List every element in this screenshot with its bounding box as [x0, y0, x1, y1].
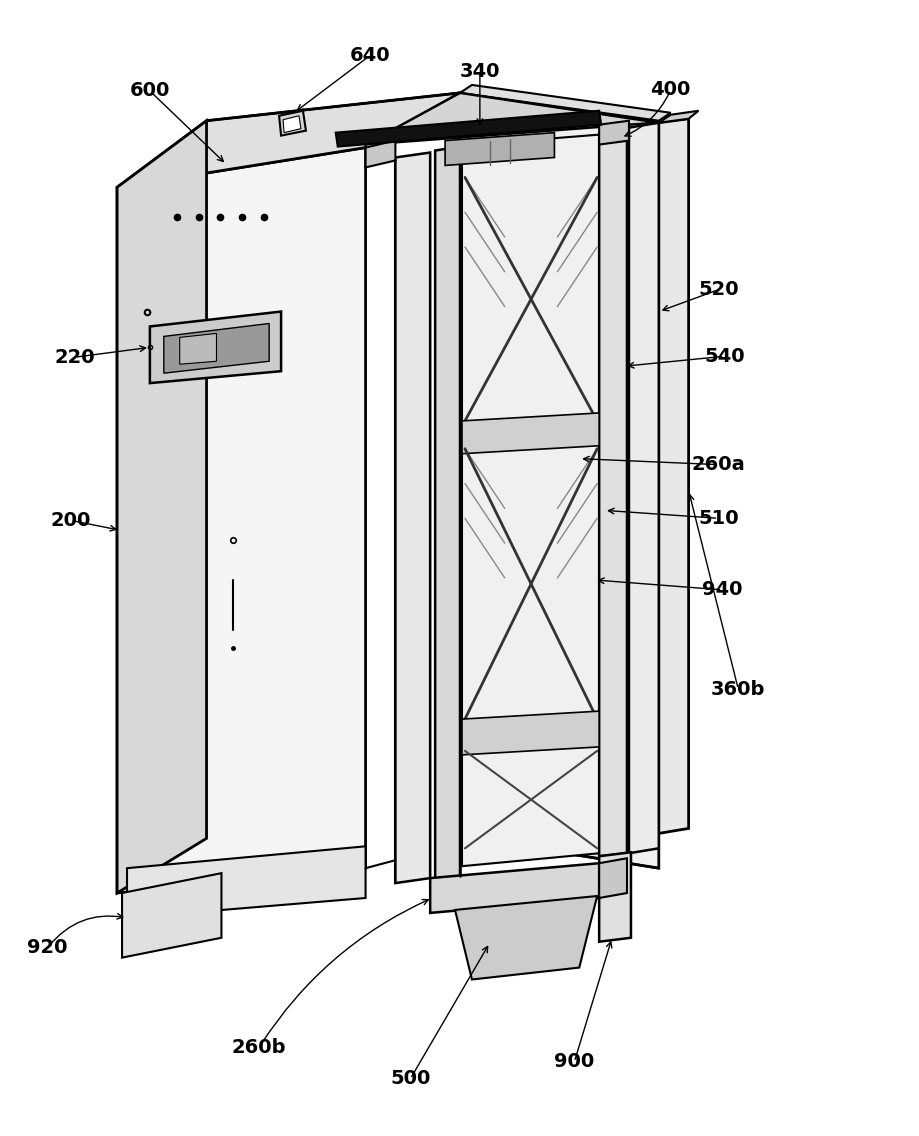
Polygon shape	[461, 135, 598, 866]
Polygon shape	[460, 85, 670, 120]
Text: 900: 900	[553, 1052, 594, 1071]
Text: 220: 220	[54, 348, 95, 367]
Polygon shape	[598, 858, 627, 897]
Polygon shape	[658, 111, 698, 123]
Text: 200: 200	[51, 511, 90, 529]
Polygon shape	[430, 863, 598, 913]
Polygon shape	[117, 148, 365, 893]
Polygon shape	[461, 414, 598, 453]
Polygon shape	[460, 93, 658, 868]
Text: 260b: 260b	[232, 1037, 286, 1056]
Polygon shape	[283, 116, 301, 133]
Text: 340: 340	[460, 61, 500, 81]
Text: 260a: 260a	[691, 456, 744, 474]
Polygon shape	[278, 111, 306, 135]
Polygon shape	[122, 874, 221, 958]
Polygon shape	[629, 123, 658, 853]
Text: 540: 540	[703, 346, 743, 366]
Polygon shape	[365, 93, 658, 144]
Polygon shape	[179, 334, 216, 365]
Polygon shape	[598, 131, 627, 857]
Polygon shape	[395, 152, 430, 883]
Polygon shape	[445, 133, 554, 166]
Polygon shape	[461, 711, 598, 754]
Polygon shape	[365, 141, 395, 167]
Text: 640: 640	[350, 45, 391, 65]
Polygon shape	[658, 119, 687, 834]
Text: 500: 500	[390, 1069, 430, 1088]
Polygon shape	[455, 896, 596, 979]
Polygon shape	[117, 93, 460, 187]
Polygon shape	[117, 120, 206, 893]
Text: 400: 400	[650, 81, 690, 100]
Polygon shape	[598, 852, 630, 942]
Text: 520: 520	[698, 281, 738, 299]
Polygon shape	[150, 311, 281, 383]
Text: 510: 510	[698, 509, 738, 528]
Text: 920: 920	[28, 938, 68, 958]
Polygon shape	[435, 147, 460, 880]
Polygon shape	[127, 846, 365, 918]
Polygon shape	[335, 111, 600, 147]
Text: 360b: 360b	[710, 679, 765, 699]
Text: 600: 600	[130, 82, 170, 100]
Polygon shape	[164, 324, 269, 374]
Text: 940: 940	[701, 580, 742, 600]
Polygon shape	[598, 120, 629, 144]
